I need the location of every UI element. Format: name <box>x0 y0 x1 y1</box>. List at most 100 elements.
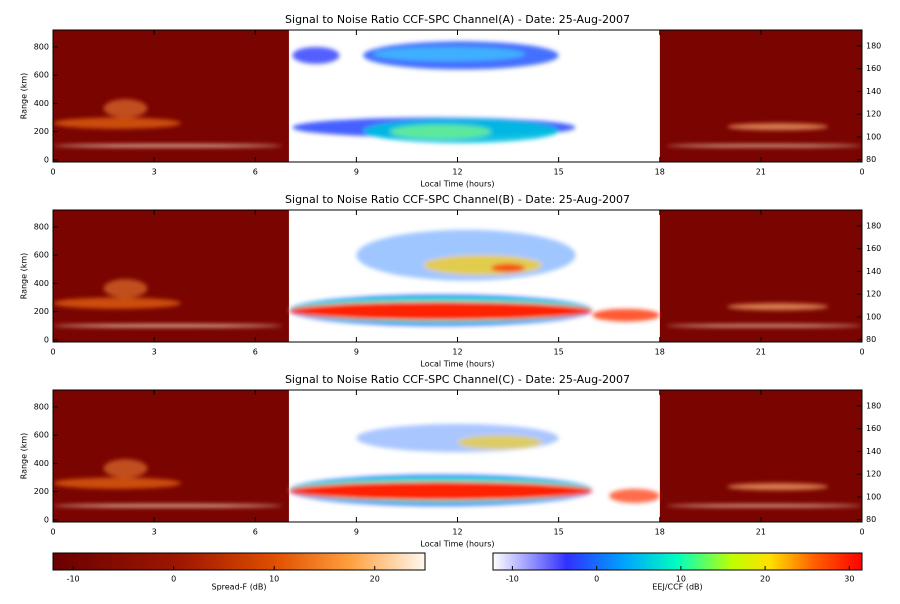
y2-tick-label: 120 <box>866 290 881 299</box>
x-tick-label: 21 <box>756 348 766 357</box>
y-tick-label: 200 <box>34 307 49 316</box>
y2-tick-label: 80 <box>866 155 876 164</box>
echo-region <box>292 46 340 64</box>
x-tick-label: 3 <box>152 528 157 537</box>
echoes <box>53 41 862 148</box>
colorbar-tick-label: 10 <box>676 575 686 584</box>
x-tick-label: 9 <box>354 348 359 357</box>
x-tick-label: 12 <box>452 168 462 177</box>
y-tick-label: 600 <box>34 251 49 260</box>
y2-tick-label: 140 <box>866 267 881 276</box>
x-tick-label: 0 <box>859 348 864 357</box>
x-tick-label: 0 <box>50 168 55 177</box>
colorbar <box>52 552 426 571</box>
x-tick-label: 6 <box>253 348 258 357</box>
echo-region <box>609 488 660 503</box>
x-tick-label: 12 <box>452 528 462 537</box>
x-tick-label: 21 <box>756 168 766 177</box>
echoes <box>53 229 862 328</box>
x-tick-label: 18 <box>655 528 665 537</box>
x-axis-label: Local Time (hours) <box>420 360 494 369</box>
y2-tick-label: 120 <box>866 110 881 119</box>
y-tick-label: 400 <box>34 279 49 288</box>
echo-region <box>53 297 182 309</box>
y2-tick-label: 140 <box>866 87 881 96</box>
x-tick-label: 15 <box>554 528 564 537</box>
y2-tick-label: 80 <box>866 515 876 524</box>
y2-tick-label: 160 <box>866 424 881 433</box>
colorbar-label: Spread-F (dB) <box>211 583 266 592</box>
y-tick-label: 0 <box>44 155 49 164</box>
panel-title: Signal to Noise Ratio CCF-SPC Channel(A)… <box>285 13 630 26</box>
colorbar-tick-label: 20 <box>760 575 770 584</box>
night-bg <box>53 390 289 522</box>
y-axis-label: Range (km) <box>20 253 29 300</box>
night-bg <box>53 30 289 162</box>
echo-region <box>727 483 829 491</box>
x-tick-label: 9 <box>354 168 359 177</box>
x-tick-label: 3 <box>152 168 157 177</box>
colorbar-tick-label: 30 <box>844 575 854 584</box>
echo-region <box>727 303 829 311</box>
echo-region <box>727 123 829 131</box>
y2-tick-label: 140 <box>866 447 881 456</box>
echo-region <box>666 324 862 328</box>
x-tick-label: 0 <box>50 348 55 357</box>
y-tick-label: 800 <box>34 402 49 411</box>
x-tick-label: 15 <box>554 168 564 177</box>
y2-tick-label: 100 <box>866 132 881 141</box>
x-tick-label: 18 <box>655 348 665 357</box>
echo-region <box>423 255 542 275</box>
y-tick-label: 800 <box>34 222 49 231</box>
y2-tick-label: 180 <box>866 401 881 410</box>
x-tick-label: 21 <box>756 528 766 537</box>
x-tick-label: 15 <box>554 348 564 357</box>
echo-region <box>53 477 182 489</box>
x-tick-label: 0 <box>859 528 864 537</box>
echo-region <box>103 459 148 478</box>
echo-region <box>666 504 862 508</box>
echo-region <box>53 117 182 129</box>
y-tick-label: 600 <box>34 71 49 80</box>
y-axis-label: Range (km) <box>20 73 29 120</box>
colorbar-tick-label: 0 <box>594 575 599 584</box>
colorbar-tick-label: 0 <box>171 575 176 584</box>
night-bg <box>53 210 289 342</box>
colorbar-tick-label: 20 <box>370 575 380 584</box>
echo-region <box>491 263 525 273</box>
y-axis-label: Range (km) <box>20 433 29 480</box>
x-tick-label: 9 <box>354 528 359 537</box>
night-bg <box>659 210 862 342</box>
colorbar-tick-label: 10 <box>269 575 279 584</box>
x-tick-label: 6 <box>253 528 258 537</box>
night-bg <box>659 390 862 522</box>
y2-tick-label: 180 <box>866 41 881 50</box>
y2-tick-label: 80 <box>866 335 876 344</box>
y-tick-label: 600 <box>34 431 49 440</box>
x-tick-label: 0 <box>859 168 864 177</box>
y2-tick-label: 160 <box>866 64 881 73</box>
colorbar <box>492 552 863 571</box>
echo-region <box>53 324 283 328</box>
x-axis-label: Local Time (hours) <box>420 180 494 189</box>
x-tick-label: 18 <box>655 168 665 177</box>
echo-region <box>666 144 862 148</box>
echo-region <box>373 46 525 62</box>
colorbar-label: EEJ/CCF (dB) <box>652 583 702 592</box>
colorbar-tick-label: -10 <box>506 575 519 584</box>
echo-region <box>390 124 492 139</box>
y2-tick-label: 160 <box>866 244 881 253</box>
y-tick-label: 200 <box>34 127 49 136</box>
echoes <box>53 423 862 508</box>
y2-tick-label: 120 <box>866 470 881 479</box>
colorbar-tick-label: -10 <box>67 575 80 584</box>
echo-region <box>288 481 593 501</box>
y-tick-label: 0 <box>44 515 49 524</box>
y-tick-label: 200 <box>34 487 49 496</box>
y-tick-label: 400 <box>34 459 49 468</box>
y-tick-label: 0 <box>44 335 49 344</box>
y-tick-label: 800 <box>34 42 49 51</box>
night-bg <box>659 30 862 162</box>
y2-tick-label: 180 <box>866 221 881 230</box>
